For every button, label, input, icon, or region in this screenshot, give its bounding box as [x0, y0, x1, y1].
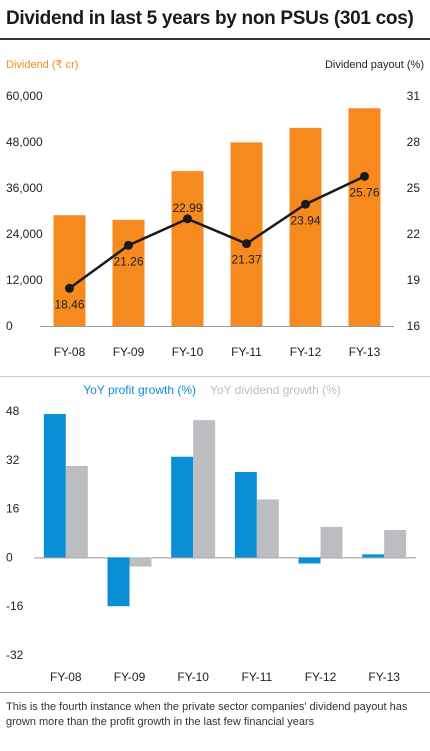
left-tick-label: 0 — [6, 319, 13, 333]
bottom-category-label: FY-10 — [177, 670, 209, 684]
payout-data-label: 22.99 — [172, 201, 202, 215]
profit-growth-bar — [44, 414, 66, 557]
payout-point — [242, 239, 251, 248]
legend-dividend-growth: YoY dividend growth (%) — [210, 383, 341, 397]
dividend-growth-bar — [66, 466, 88, 558]
bottom-category-label: FY-13 — [368, 670, 400, 684]
footnote-text: This is the fourth instance when the pri… — [6, 700, 426, 730]
payout-point — [124, 241, 133, 250]
right-tick-label: 19 — [407, 273, 421, 287]
payout-point — [183, 214, 192, 223]
right-tick-label: 25 — [407, 181, 421, 195]
dividend-bar — [231, 142, 263, 326]
left-tick-label: 48,000 — [6, 135, 43, 149]
bottom-category-label: FY-11 — [241, 670, 272, 684]
dividend-growth-bar — [257, 499, 279, 557]
charts-canvas: Dividend (₹ cr) Dividend payout (%) 60,000… — [0, 0, 430, 690]
top-category-label: FY-09 — [113, 345, 145, 359]
footnote-divider — [0, 692, 430, 693]
bottom-tick-label: -32 — [6, 648, 24, 662]
payout-point — [65, 284, 74, 293]
profit-growth-bar — [108, 557, 130, 606]
payout-data-label: 21.26 — [113, 254, 143, 268]
right-tick-label: 31 — [407, 89, 421, 103]
left-tick-label: 12,000 — [6, 273, 43, 287]
dividend-bar — [349, 108, 381, 326]
bottom-tick-label: 32 — [6, 453, 20, 467]
profit-growth-bar — [235, 472, 257, 557]
top-category-label: FY-12 — [290, 345, 322, 359]
legend-profit-growth: YoY profit growth (%) — [83, 383, 196, 397]
bottom-tick-label: 48 — [6, 404, 20, 418]
right-tick-label: 16 — [407, 319, 421, 333]
bottom-category-label: FY-12 — [305, 670, 337, 684]
dividend-bar — [172, 171, 204, 326]
profit-growth-bar — [299, 557, 321, 563]
bottom-tick-label: 16 — [6, 502, 20, 516]
right-tick-label: 28 — [407, 135, 421, 149]
left-axis-label: Dividend (₹ cr) — [6, 59, 78, 71]
left-tick-label: 60,000 — [6, 89, 43, 103]
payout-data-label: 23.94 — [290, 213, 320, 227]
payout-point — [301, 200, 310, 209]
dividend-growth-bar — [321, 527, 343, 558]
bottom-tick-label: -16 — [6, 599, 24, 613]
bottom-category-label: FY-08 — [50, 670, 82, 684]
payout-data-label: 18.46 — [54, 297, 84, 311]
bottom-tick-label: 0 — [6, 550, 13, 564]
profit-growth-bar — [362, 554, 384, 557]
bottom-category-label: FY-09 — [114, 670, 146, 684]
top-category-label: FY-10 — [172, 345, 204, 359]
profit-growth-bar — [171, 457, 193, 558]
left-tick-label: 36,000 — [6, 181, 43, 195]
right-tick-label: 22 — [407, 227, 421, 241]
dividend-growth-bar — [193, 420, 215, 557]
dividend-growth-bar — [384, 530, 406, 557]
payout-data-label: 21.37 — [231, 253, 261, 267]
payout-point — [360, 172, 369, 181]
top-category-label: FY-11 — [231, 345, 262, 359]
payout-data-label: 25.76 — [349, 185, 379, 199]
right-axis-label: Dividend payout (%) — [325, 59, 424, 71]
dividend-bar — [113, 220, 145, 326]
left-tick-label: 24,000 — [6, 227, 43, 241]
top-category-label: FY-08 — [54, 345, 86, 359]
top-category-label: FY-13 — [349, 345, 381, 359]
dividend-growth-bar — [130, 557, 152, 566]
